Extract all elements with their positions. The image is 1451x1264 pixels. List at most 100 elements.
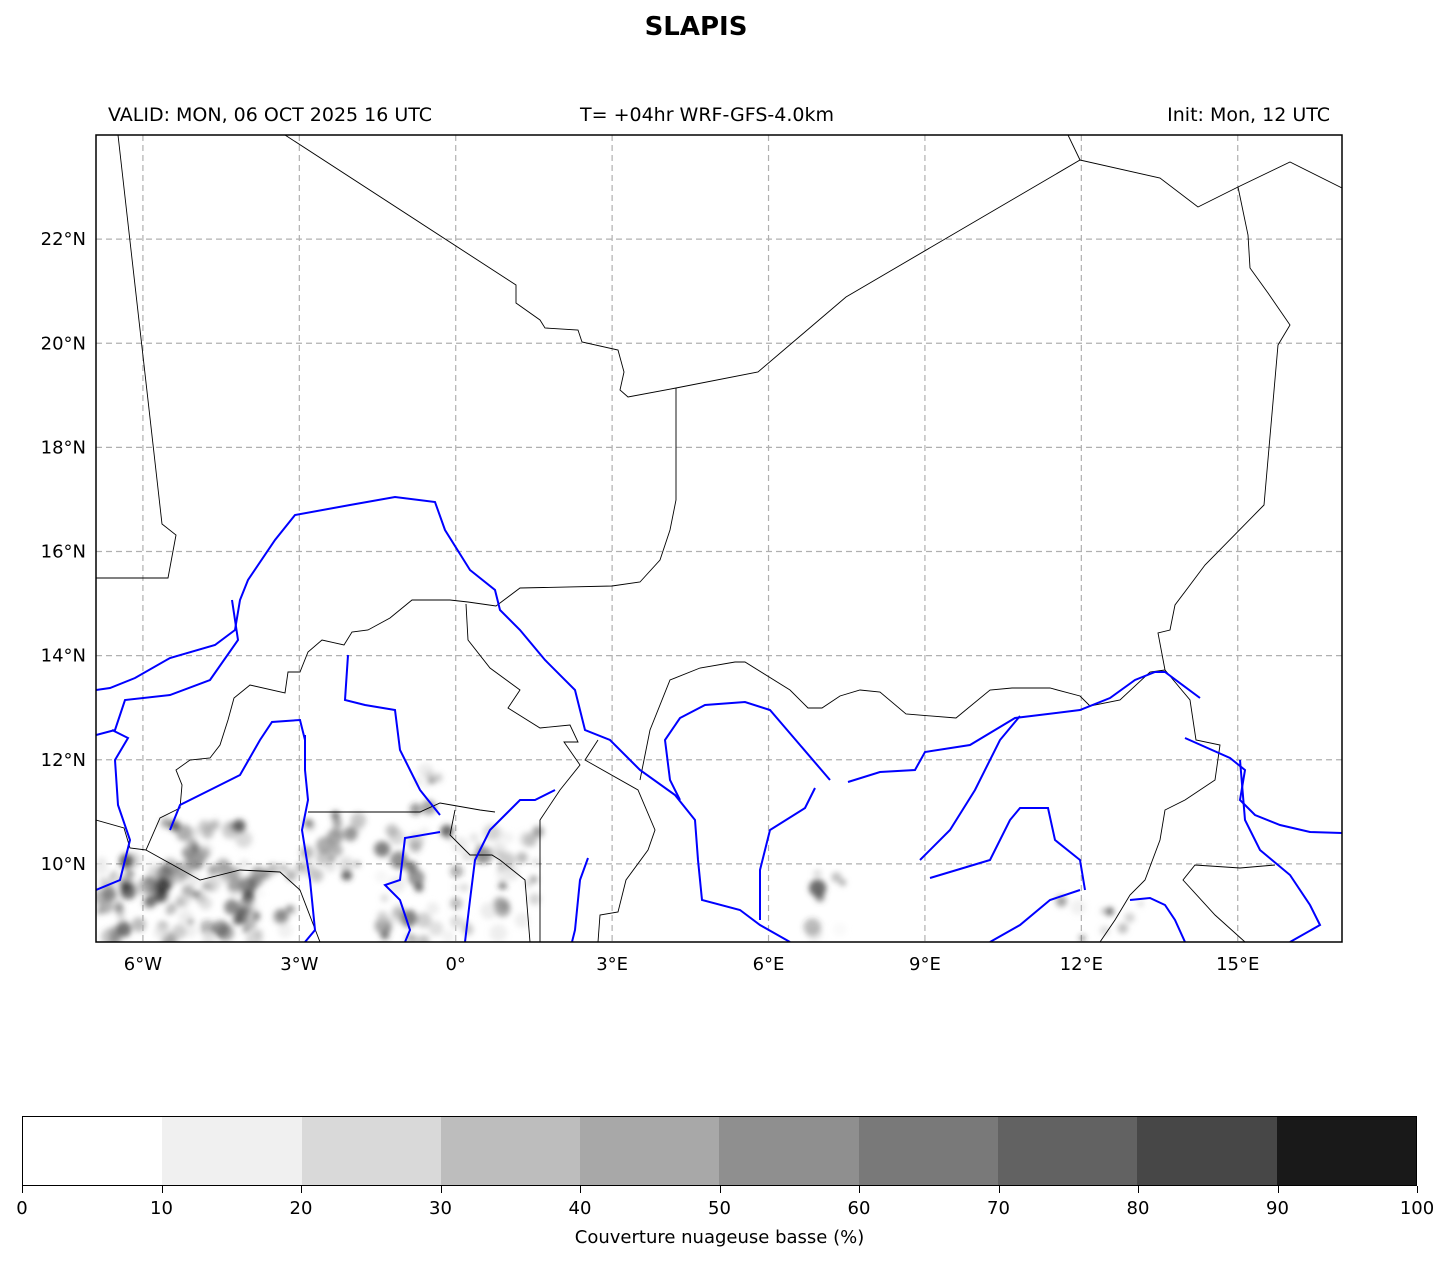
rivers	[96, 495, 1342, 942]
cloud-patch	[96, 861, 108, 875]
cloud-patch	[277, 923, 293, 939]
axis-ticks: 6°W 3°W 0° 3°E 6°E 9°E 12°E 15°E 22°N 20°N 18°N 16°…	[41, 229, 1260, 975]
cloud-patch	[407, 869, 425, 886]
cloud-patch	[415, 912, 432, 929]
cloud-patch	[227, 876, 243, 893]
cloud-patch	[272, 908, 290, 925]
cloud-patch	[450, 897, 463, 910]
lon-tick-label: 6°E	[753, 954, 785, 975]
cloud-patch	[331, 810, 340, 820]
cloud-patch	[425, 770, 435, 780]
cloud-patch	[155, 877, 172, 894]
cloud-patch	[806, 924, 823, 942]
cloud-patch	[809, 879, 827, 897]
cloud-patch	[189, 837, 197, 845]
lat-tick-label: 16°N	[41, 542, 86, 563]
cloud-patch	[178, 909, 194, 926]
colorbar-bin	[301, 1117, 441, 1185]
cloud-patch	[175, 896, 186, 907]
river	[847, 671, 1201, 783]
cloud-patch	[125, 885, 135, 895]
cloud-patch	[491, 842, 507, 857]
colorbar-tick-label: 0	[16, 1198, 28, 1219]
border	[96, 135, 177, 579]
lon-tick-label: 6°W	[124, 954, 162, 975]
colorbar	[22, 1116, 1417, 1186]
river	[96, 599, 240, 736]
colorbar-tick	[440, 1186, 442, 1193]
colorbar-bin	[162, 1117, 302, 1185]
cloud-patch	[1100, 907, 1107, 915]
cloud-patch	[145, 894, 158, 907]
cloud-patch	[198, 841, 214, 858]
cloud-patch	[1055, 895, 1067, 907]
cloud-patch	[175, 824, 193, 842]
cloud-patch	[1099, 925, 1110, 936]
cloud-patch	[204, 876, 221, 893]
cloud-patch	[232, 819, 246, 833]
lat-tick-label: 20°N	[41, 333, 86, 354]
lat-tick-label: 10°N	[41, 854, 86, 875]
river	[929, 807, 1086, 891]
cloud-patch	[409, 841, 422, 854]
cloud-patch	[199, 920, 216, 937]
colorbar-tick	[1277, 1186, 1279, 1193]
cloud-patch	[168, 863, 181, 876]
lat-tick-label: 14°N	[41, 646, 86, 667]
cloud-patch	[208, 864, 219, 876]
colorbar-tick	[301, 1186, 302, 1193]
colorbar-tick-label: 30	[429, 1198, 452, 1219]
colorbar-label: Couverture nuageuse basse (%)	[574, 1227, 865, 1248]
cloud-patch	[239, 859, 250, 870]
river	[464, 789, 556, 942]
cloud-patch	[218, 863, 235, 881]
valid-time: VALID: MON, 06 OCT 2025 16 UTC	[108, 104, 433, 126]
cloud-patch	[450, 915, 463, 929]
cloud-patch	[422, 782, 429, 789]
cloud-patch	[193, 890, 206, 903]
cloud-patch	[98, 898, 114, 914]
lon-tick-label: 15°E	[1216, 954, 1259, 975]
cloud-patch	[421, 799, 437, 815]
cloud-patch	[529, 875, 538, 884]
cloud-patch	[279, 863, 289, 873]
cloud-patch	[285, 904, 294, 913]
lat-tick-label: 18°N	[41, 437, 86, 458]
cloud-patch	[519, 831, 535, 848]
cloud-patch	[267, 862, 280, 875]
colorbar-tick-label: 80	[1126, 1198, 1150, 1219]
cloud-patch	[211, 920, 230, 938]
lat-tick-label: 12°N	[41, 750, 86, 771]
cloud-patch	[250, 866, 266, 882]
cloud-patch	[116, 912, 126, 921]
cloud-patch	[462, 851, 472, 861]
cloud-patch	[339, 855, 354, 871]
cloud-patch	[373, 840, 390, 857]
cloud-patch	[490, 827, 505, 841]
cloud-patch	[235, 830, 253, 848]
colorbar-bin	[858, 1117, 999, 1185]
cloud-patch	[245, 931, 263, 942]
cloud-patch	[1124, 912, 1135, 923]
colorbar-bin	[719, 1117, 859, 1185]
map-panel: 6°W 3°W 0° 3°E 6°E 9°E 12°E 15°E 22°N 20°N 18°N 16°…	[41, 134, 1343, 975]
cloud-patch	[452, 883, 460, 891]
cloud-patch	[524, 880, 532, 888]
colorbar-tick-label: 40	[568, 1198, 592, 1219]
cloud-patch	[331, 825, 344, 838]
cloud-patch	[469, 832, 479, 843]
cloud-patch	[98, 876, 107, 884]
colorbar-tick	[719, 1186, 721, 1193]
lat-tick-label: 22°N	[41, 229, 86, 250]
cloud-patch	[380, 894, 389, 903]
colorbar-tick	[998, 1186, 1000, 1193]
cloud-patch	[839, 879, 847, 887]
cloud-patch	[242, 909, 257, 923]
colorbar-tick-label: 90	[1266, 1198, 1289, 1219]
colorbar-tick-label: 60	[847, 1198, 871, 1219]
cloud-patch	[384, 924, 393, 933]
colorbar-bin	[1276, 1117, 1416, 1185]
river	[300, 735, 317, 942]
cloud-patch	[171, 924, 187, 940]
